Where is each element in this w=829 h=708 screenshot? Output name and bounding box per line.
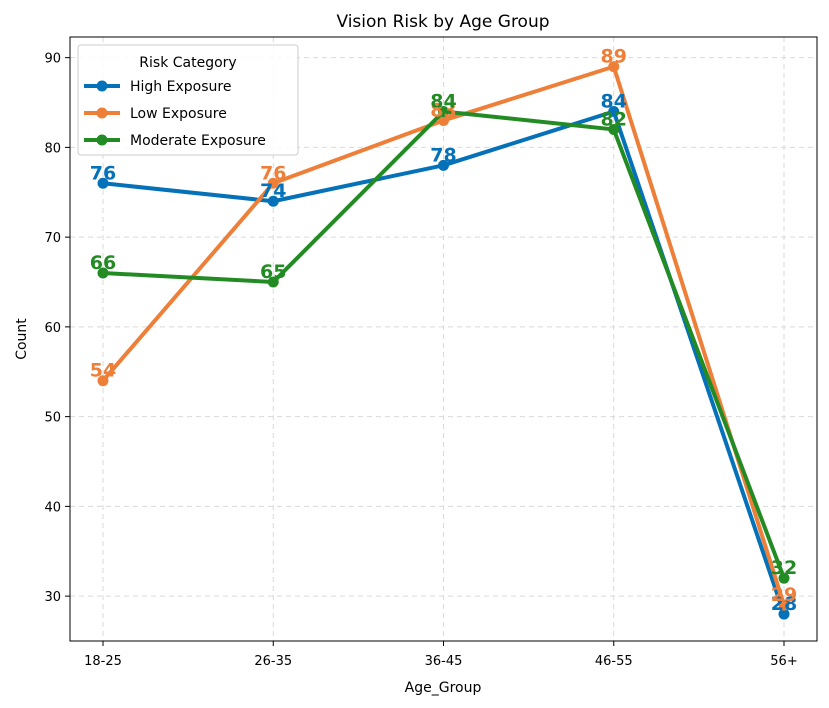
- data-label: 84: [430, 90, 456, 112]
- data-label: 65: [260, 261, 286, 283]
- data-point: [438, 159, 449, 171]
- data-label: 82: [601, 108, 627, 130]
- data-point: [778, 599, 790, 611]
- chart-title: Vision Risk by Age Group: [336, 12, 549, 32]
- legend: Risk Category High Exposure Low Exposure Mo…: [77, 44, 299, 156]
- y-tick-label: 80: [44, 141, 61, 156]
- x-tick-label: 36-45: [425, 654, 463, 669]
- data-point: [608, 61, 620, 73]
- data-point: [97, 267, 109, 279]
- legend-marker: [96, 107, 108, 119]
- series-low-exposure: [97, 61, 790, 611]
- data-point: [267, 195, 279, 207]
- legend-entry: Low Exposure: [84, 106, 227, 122]
- legend-box: [77, 44, 299, 156]
- x-tick-label: 46-55: [595, 654, 633, 669]
- x-tick-label: 26-35: [254, 654, 292, 669]
- legend-entry: Moderate Exposure: [84, 133, 266, 149]
- data-label: 32: [771, 557, 797, 579]
- y-tick-label: 60: [44, 321, 61, 336]
- data-point: [608, 123, 620, 135]
- data-label: 89: [601, 46, 627, 68]
- data-label: 74: [260, 180, 286, 202]
- data-point: [608, 105, 620, 117]
- data-point: [267, 177, 279, 189]
- x-tick-label: 56+: [770, 654, 797, 669]
- data-label: 76: [90, 162, 116, 184]
- x-tick-label: 18-25: [84, 654, 122, 669]
- data-point: [267, 276, 279, 288]
- legend-marker: [96, 134, 108, 146]
- data-point: [438, 114, 449, 126]
- y-axis-label: Count: [14, 318, 30, 360]
- data-label: 66: [90, 252, 116, 274]
- data-label: 83: [430, 99, 456, 121]
- legend-entry: High Exposure: [84, 79, 231, 95]
- data-label: 84: [601, 90, 627, 112]
- data-point: [97, 177, 109, 189]
- y-tick-label: 40: [44, 500, 61, 515]
- data-label: 28: [771, 593, 797, 615]
- legend-label: Low Exposure: [130, 106, 227, 122]
- x-axis-label: Age_Group: [405, 680, 482, 696]
- data-label: 29: [771, 584, 797, 606]
- series-lines: [97, 61, 790, 620]
- data-point: [778, 608, 790, 620]
- y-tick-label: 30: [44, 590, 61, 605]
- data-point: [438, 105, 449, 117]
- legend-label: Moderate Exposure: [130, 133, 266, 149]
- data-label: 78: [430, 144, 456, 166]
- legend-marker: [96, 80, 108, 92]
- y-tick-label: 50: [44, 411, 61, 426]
- legend-label: High Exposure: [130, 79, 231, 95]
- axis-ticks: 30 40 50 60 70 80 90 18-25 26-35 36-45 46-55 56+: [44, 52, 797, 669]
- data-label: 54: [90, 360, 116, 382]
- data-point: [97, 375, 109, 387]
- data-label: 76: [260, 162, 286, 184]
- data-point: [778, 572, 790, 584]
- y-tick-label: 90: [44, 52, 61, 67]
- series-moderate-exposure: [97, 105, 790, 584]
- y-tick-label: 70: [44, 231, 61, 246]
- legend-title: Risk Category: [139, 55, 236, 71]
